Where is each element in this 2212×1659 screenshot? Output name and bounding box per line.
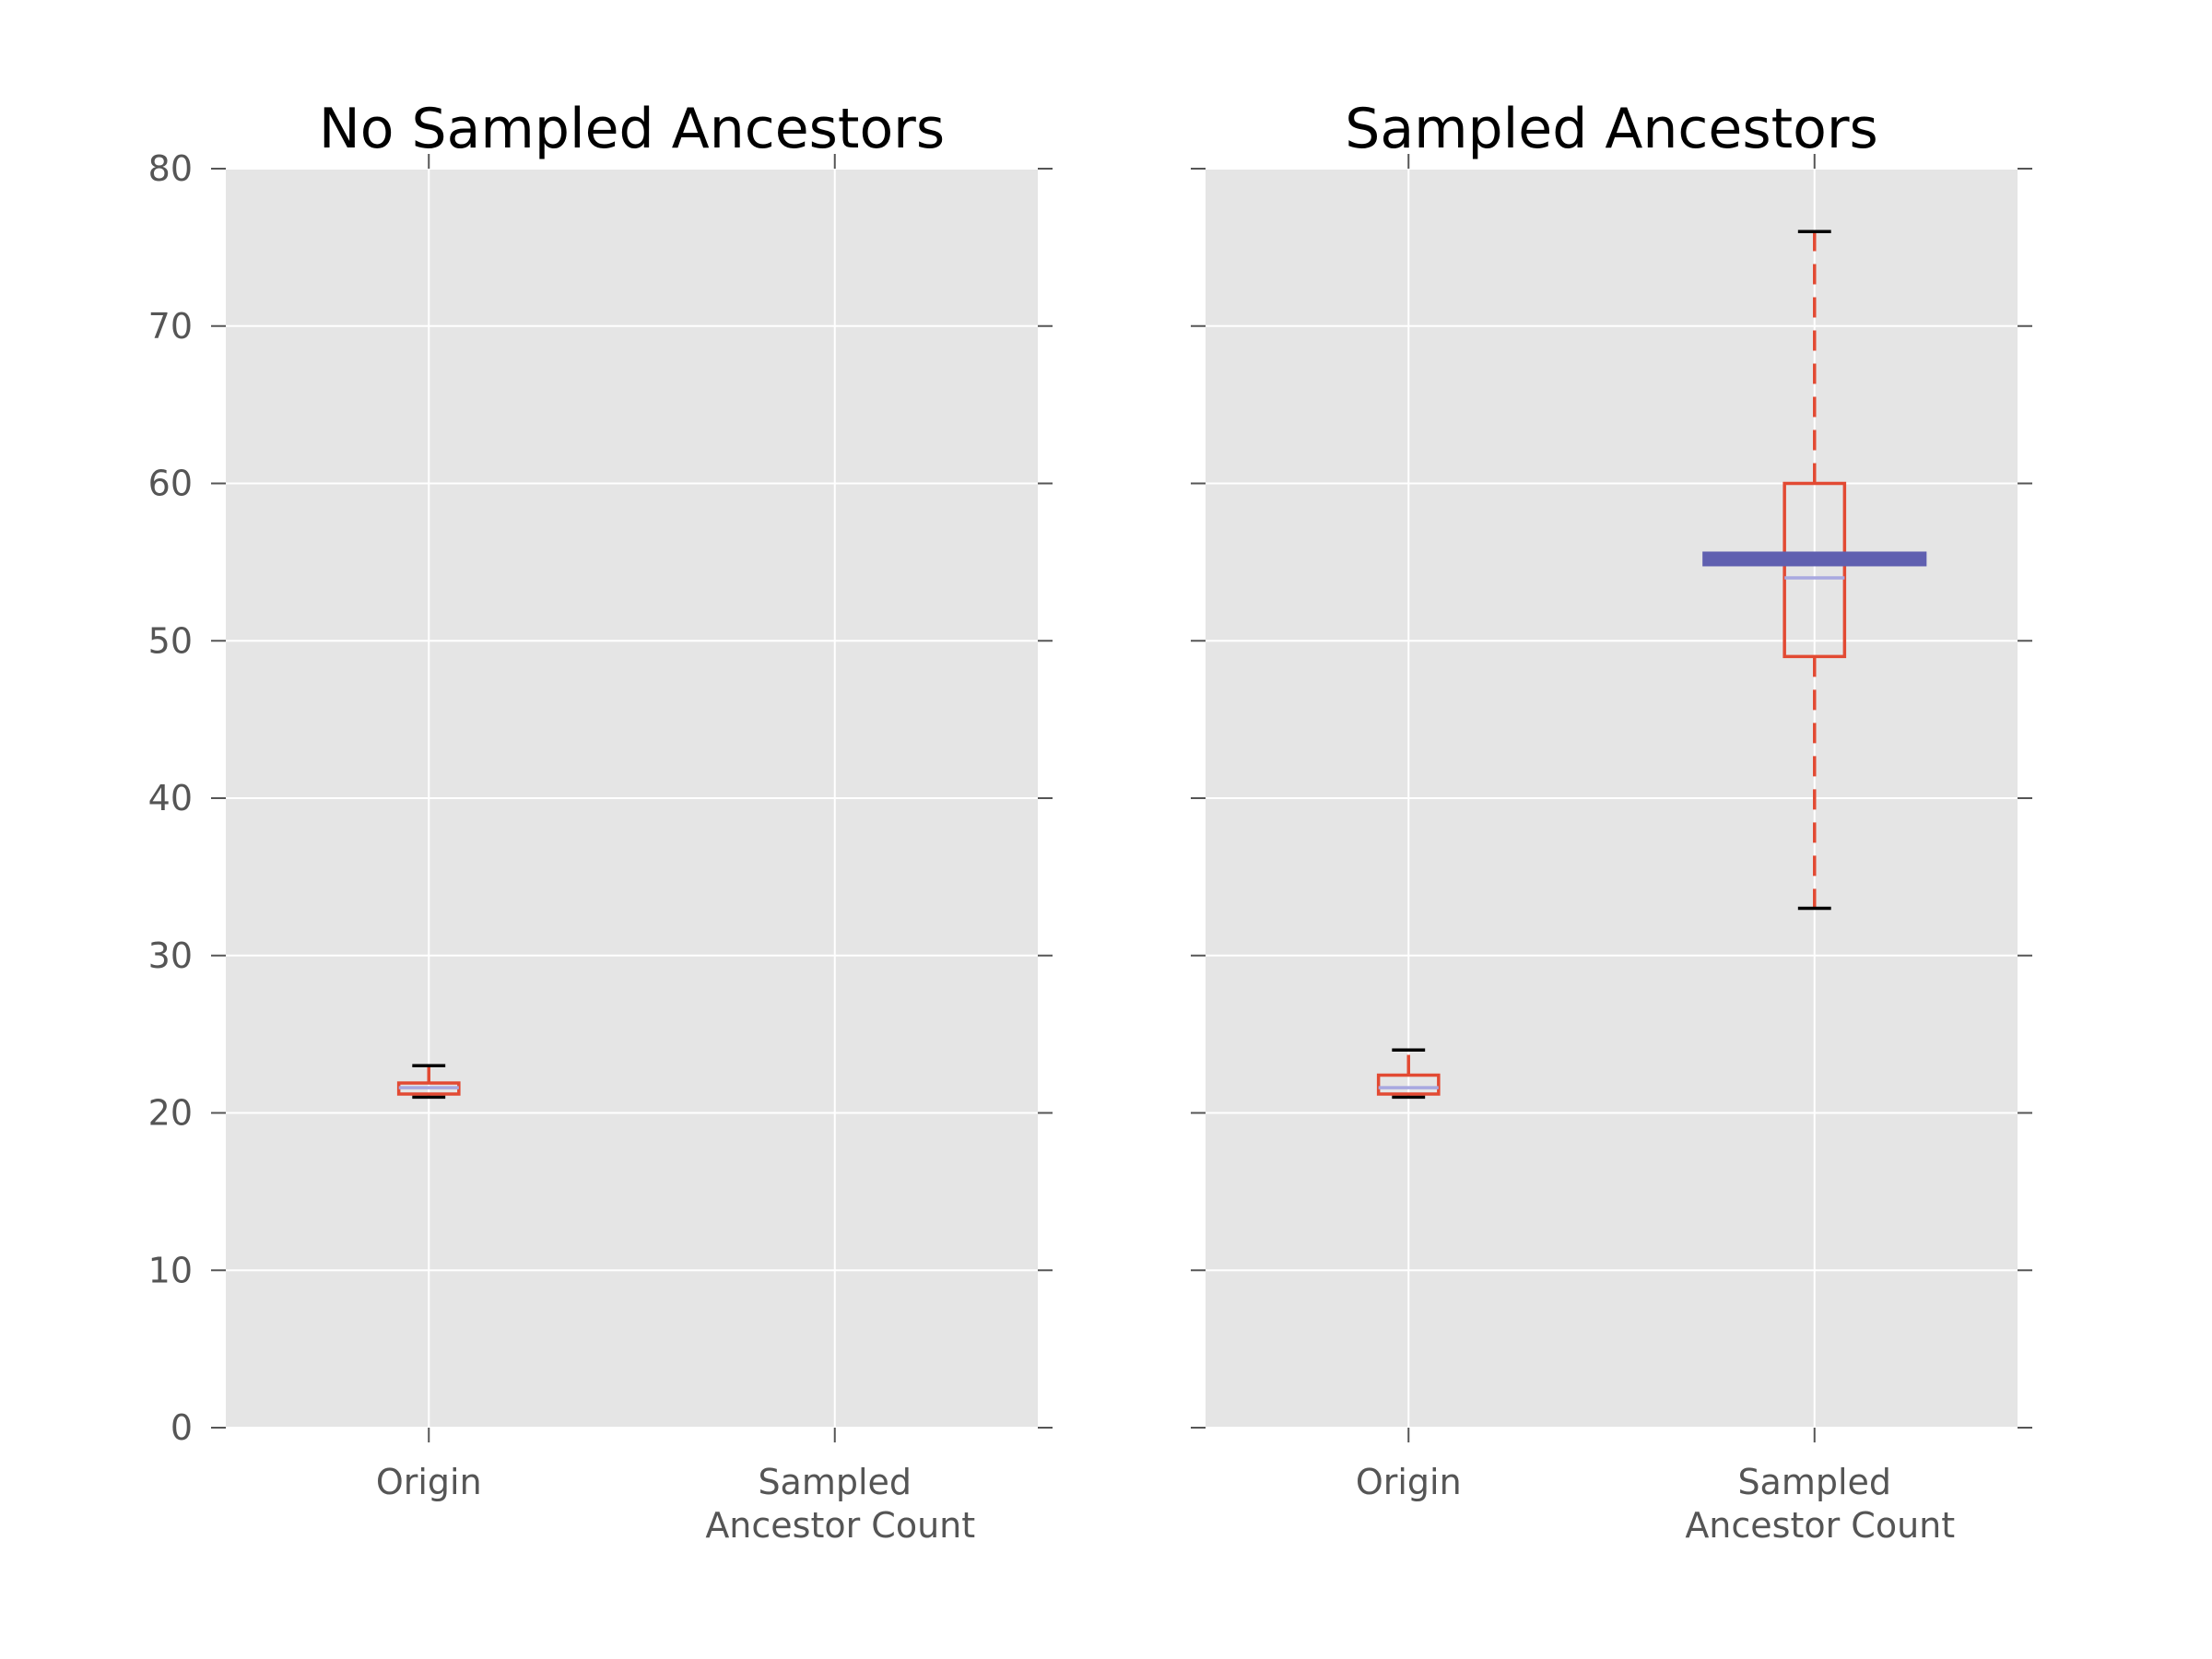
panel-title: No Sampled Ancestors <box>319 97 945 161</box>
y-tick-label: 10 <box>148 1250 193 1290</box>
x-tick-label-line: Sampled <box>758 1462 912 1502</box>
x-tick-label: Origin <box>376 1462 482 1502</box>
x-tick-label: Sampled Ancestor Count <box>1685 1462 1955 1546</box>
panel-no-sampled-ancestors: No Sampled Ancestors 0 10 20 30 40 50 60 70 80 Or… <box>148 97 1053 1546</box>
y-tick-label: 40 <box>148 778 193 818</box>
box-plot <box>1783 229 1847 911</box>
box <box>1376 1073 1441 1096</box>
x-tick-label: Origin <box>1356 1462 1462 1502</box>
x-tick-label-line: Sampled <box>1737 1462 1891 1502</box>
panel-sampled-ancestors: Sampled Ancestors Origin Sampled Ancestor … <box>1191 97 2032 1546</box>
y-tick-label: 60 <box>148 464 193 504</box>
highlight-bar <box>1702 551 1927 567</box>
box <box>1783 481 1847 659</box>
x-tick-label: Sampled Ancestor Count <box>705 1462 975 1546</box>
x-tick-label-line: Origin <box>1356 1462 1462 1502</box>
box-plot <box>396 1064 461 1100</box>
y-tick-label: 20 <box>148 1093 193 1134</box>
y-tick-label: 80 <box>148 148 193 189</box>
x-tick-label-line: Ancestor Count <box>1685 1505 1955 1546</box>
box-plot <box>1376 1048 1441 1100</box>
y-tick-label: 70 <box>148 306 193 347</box>
x-tick-label-line: Origin <box>376 1462 482 1502</box>
x-tick-label-line: Ancestor Count <box>705 1505 975 1546</box>
y-tick-label: 30 <box>148 935 193 976</box>
y-tick-label: 0 <box>171 1407 193 1448</box>
panel-title: Sampled Ancestors <box>1345 97 1878 161</box>
y-tick-label: 50 <box>148 620 193 661</box>
